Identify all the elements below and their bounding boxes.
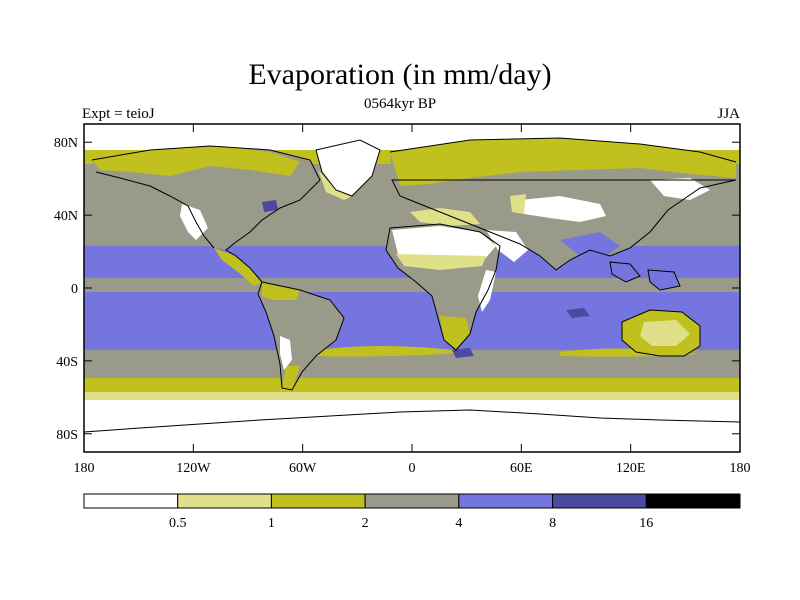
- coastline-australia: [621, 309, 701, 357]
- central-america: [214, 248, 262, 286]
- greenland-edge: [318, 170, 352, 200]
- eurasia-north-yellow: [390, 138, 736, 186]
- colorbar-label: 1: [268, 516, 275, 531]
- x-axis: 180 120W 60W 0 60E 120E 180: [74, 124, 751, 476]
- y-tick-label: 40N: [54, 209, 78, 224]
- x-tick-label: 120W: [176, 461, 211, 476]
- central-asia-desert-edge: [510, 194, 526, 214]
- atacama-desert: [280, 336, 292, 370]
- coastline-south-america: [257, 281, 345, 391]
- high-evap-spot-north-atlantic: [262, 200, 278, 212]
- y-tick-label: 80N: [54, 136, 78, 151]
- colorbar-segment: [458, 493, 554, 509]
- y-axis: 80N 40N 0 40S 80S: [54, 136, 740, 443]
- southern-yellow-streaks: [300, 346, 700, 357]
- south-asia-blue: [560, 232, 620, 256]
- south-america-yellow-rim: [262, 282, 300, 390]
- colorbar-segment: [364, 493, 460, 509]
- greenland: [316, 140, 380, 196]
- y-tick-label: 40S: [56, 355, 78, 370]
- colorbar: 0.5 1 2 4 8 16: [83, 493, 741, 531]
- coastline-greenland: [315, 139, 381, 197]
- x-tick-label: 180: [74, 461, 95, 476]
- north-america-yellow: [92, 146, 300, 176]
- colorbar-segment: [270, 493, 366, 509]
- colorbar-segment: [83, 493, 179, 509]
- x-tick-label: 60W: [289, 461, 317, 476]
- colorbar-segment: [552, 493, 647, 509]
- colorbar-label: 4: [455, 516, 462, 531]
- colorbar-segment: [177, 493, 272, 509]
- southern-ocean-edge: [84, 392, 740, 400]
- southern-africa-yellow: [440, 316, 470, 350]
- x-tick-label: 120E: [616, 461, 646, 476]
- coastline-antarctica: [84, 409, 740, 433]
- season-label: JJA: [717, 106, 740, 122]
- siberia-white: [650, 178, 710, 200]
- colorbar-label: 2: [362, 516, 369, 531]
- colorbar-label: 8: [549, 516, 556, 531]
- colorbar-segment: [645, 493, 741, 509]
- plot-title: Evaporation (in mm/day): [248, 58, 552, 91]
- coastline-eurasia: [389, 137, 737, 271]
- plot-subtitle: 0564kyr BP: [363, 96, 437, 112]
- indonesia-islands: [610, 262, 680, 290]
- x-tick-label: 180: [730, 461, 751, 476]
- arabia-desert: [486, 230, 528, 262]
- australia-interior: [640, 320, 690, 346]
- high-evap-spot-south-atlantic: [452, 348, 474, 358]
- colorbar-label: 0.5: [169, 516, 187, 531]
- sahara-desert: [392, 226, 496, 260]
- sahel-band: [396, 254, 486, 270]
- x-tick-label: 0: [409, 461, 416, 476]
- high-evap-spot-indian: [566, 308, 590, 318]
- coastline-indonesia: [609, 261, 681, 291]
- experiment-label: Expt = teioJ: [82, 106, 155, 122]
- antarctic-region: [84, 398, 740, 452]
- y-tick-label: 0: [71, 282, 78, 297]
- y-tick-label: 80S: [56, 428, 78, 443]
- coastline-north-america: [91, 145, 321, 283]
- coastline-africa: [385, 223, 501, 351]
- south-america-continent: [258, 282, 344, 390]
- x-tick-label: 60E: [510, 461, 533, 476]
- central-asia-desert: [520, 196, 606, 222]
- evaporation-map: [84, 124, 740, 452]
- colorbar-label: 16: [639, 516, 653, 531]
